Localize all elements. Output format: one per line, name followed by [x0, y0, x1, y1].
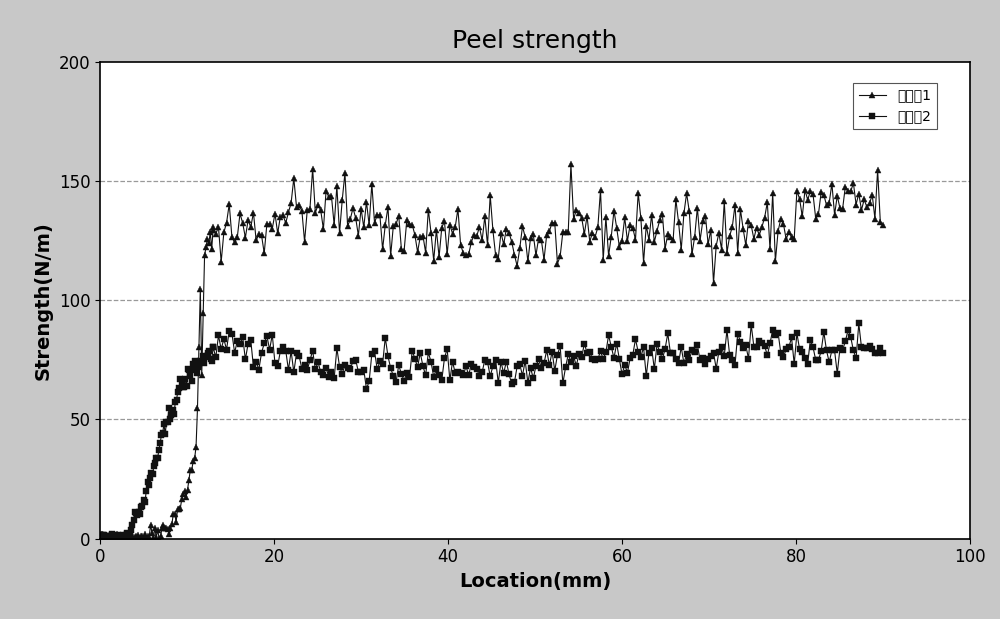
对照夃2	[120, 535, 132, 542]
实施夃1	[877, 222, 889, 229]
对照夃2	[519, 357, 531, 365]
对照夃2	[697, 354, 709, 361]
实施夃1	[850, 201, 862, 208]
X-axis label: Location(mm): Location(mm)	[459, 572, 611, 591]
Line: 实施夃1: 实施夃1	[97, 161, 886, 542]
Line: 对照夃2: 对照夃2	[97, 320, 886, 542]
实施夃1	[133, 534, 145, 541]
实施夃1	[149, 524, 161, 532]
实施夃1	[772, 228, 784, 235]
实施夃1	[108, 532, 120, 539]
对照夃2	[158, 420, 170, 428]
实施夃1	[549, 219, 561, 227]
实施夃1	[94, 533, 106, 540]
对照夃2	[853, 319, 865, 327]
实施夃1	[565, 161, 577, 168]
Legend: 实施夃1, 对照夃2: 实施夃1, 对照夃2	[853, 83, 937, 129]
实施夃1	[138, 535, 150, 542]
Title: Peel strength: Peel strength	[452, 29, 618, 53]
对照夃2	[877, 349, 889, 357]
对照夃2	[716, 343, 728, 350]
对照夃2	[94, 532, 106, 539]
Y-axis label: Strength(N/m): Strength(N/m)	[34, 221, 53, 379]
对照夃2	[173, 384, 185, 392]
对照夃2	[761, 352, 773, 359]
